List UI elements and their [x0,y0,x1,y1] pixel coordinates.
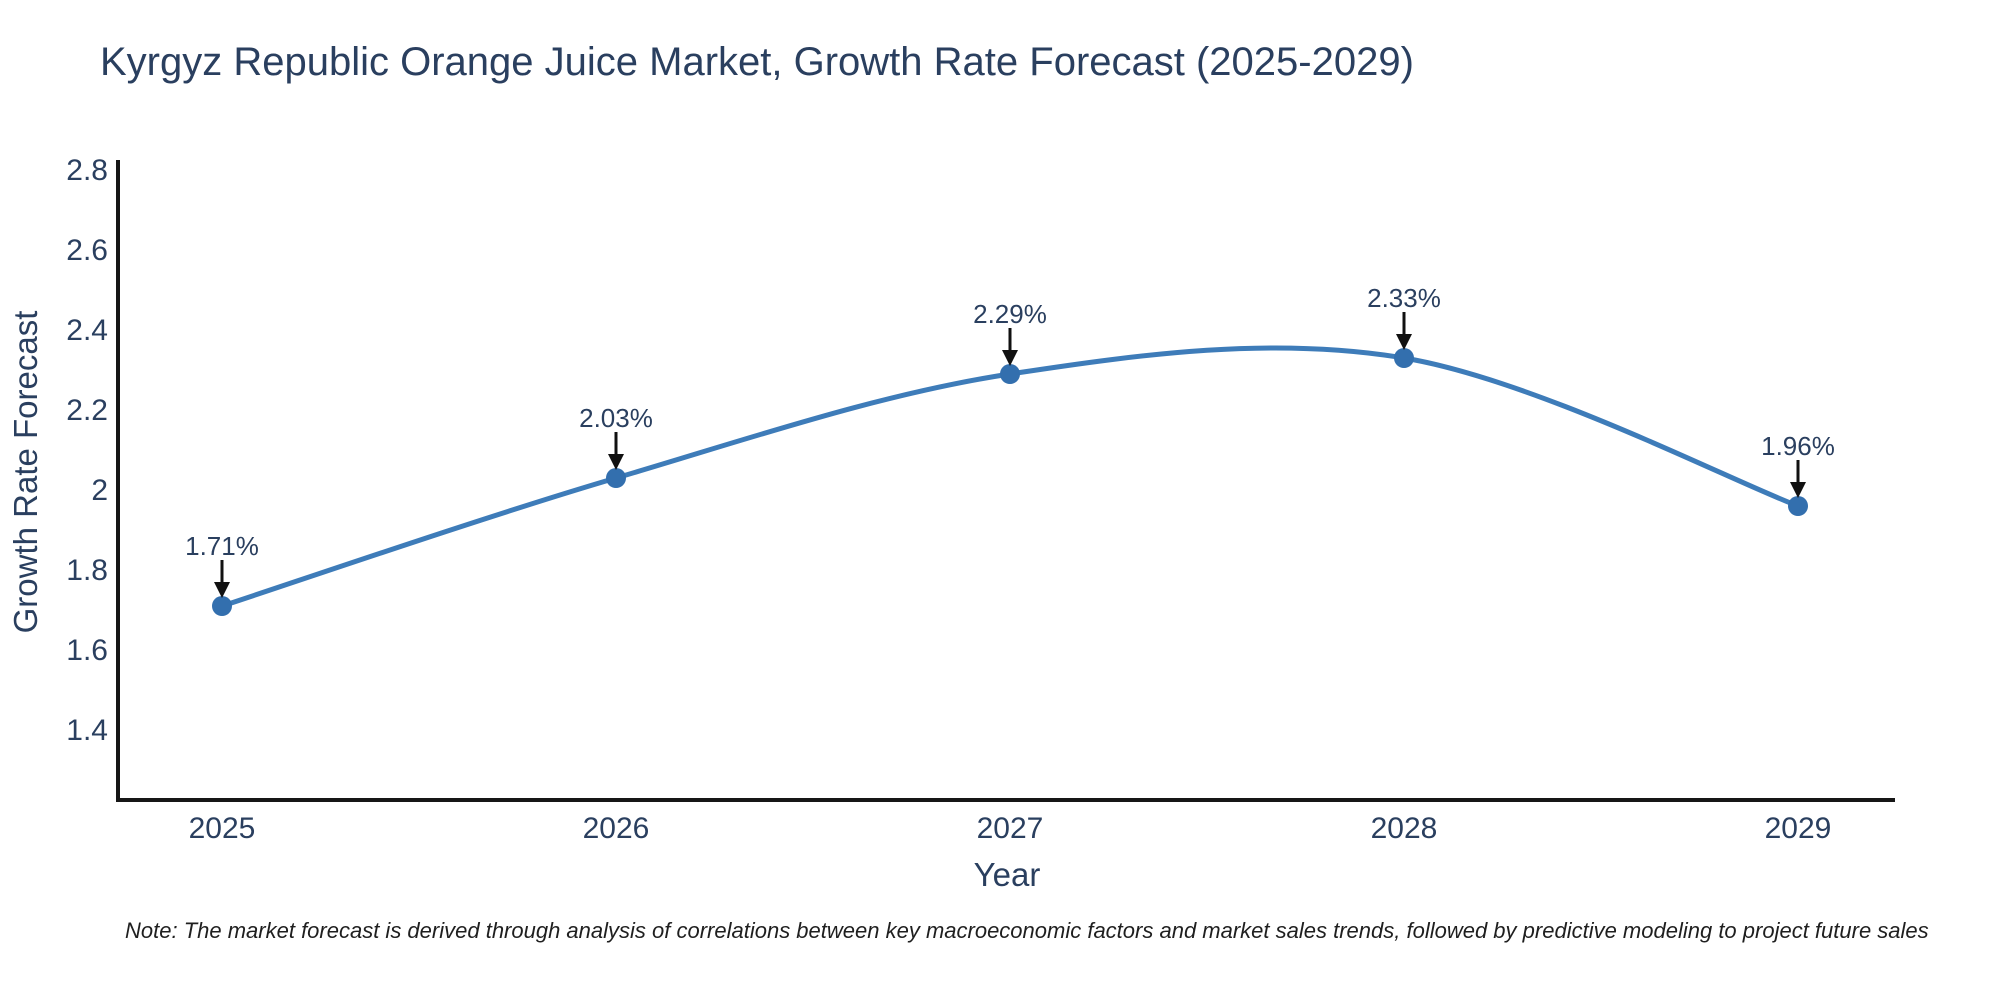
data-point-marker[interactable] [606,468,626,488]
data-point-marker[interactable] [212,596,232,616]
data-point-label: 1.71% [185,531,259,561]
annotation-arrowhead-icon [1396,334,1412,350]
annotation-arrowhead-icon [1790,482,1806,498]
x-tick-label: 2026 [583,812,650,845]
line-series [212,345,1808,616]
tick-labels: 2.8 2.6 2.4 2.2 2 1.8 1.6 1.4 2025 2026 2027 2028 20… [66,154,1831,845]
data-point-label: 1.96% [1761,431,1835,461]
line-series-path [219,345,1801,609]
annotation-arrowhead-icon [214,582,230,598]
x-axis-title: Year [974,856,1041,893]
data-point-label: 2.33% [1367,283,1441,313]
data-point-marker[interactable] [1000,364,1020,384]
y-tick-label: 2.4 [66,314,108,347]
x-tick-label: 2027 [977,812,1044,845]
data-point-marker[interactable] [1394,348,1414,368]
annotation-arrowhead-icon [608,454,624,470]
x-tick-label: 2028 [1371,812,1438,845]
y-tick-label: 1.4 [66,714,108,747]
chart-title: Kyrgyz Republic Orange Juice Market, Gro… [100,40,1414,84]
y-tick-label: 2.6 [66,234,108,267]
annotations: 1.71% 2.03% 2.29% 2.33% 1.96% [185,283,1835,598]
footnote-note: Note: The market forecast is derived thr… [125,918,1929,943]
x-tick-label: 2025 [189,812,256,845]
data-point-label: 2.03% [579,403,653,433]
y-axis-title: Growth Rate Forecast [7,311,44,634]
y-tick-label: 1.6 [66,634,108,667]
y-tick-label: 2.8 [66,154,108,187]
y-tick-label: 2 [91,474,108,507]
data-point-marker[interactable] [1788,496,1808,516]
annotation-arrowhead-icon [1002,350,1018,366]
data-point-label: 2.29% [973,299,1047,329]
y-tick-label: 1.8 [66,554,108,587]
y-tick-label: 2.2 [66,394,108,427]
axes [116,160,1895,802]
x-tick-label: 2029 [1765,812,1832,845]
